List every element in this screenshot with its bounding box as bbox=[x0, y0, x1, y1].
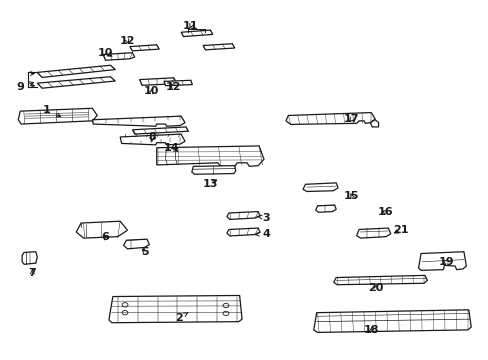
Text: 20: 20 bbox=[368, 283, 383, 293]
Text: 11: 11 bbox=[183, 21, 198, 31]
Polygon shape bbox=[285, 113, 374, 125]
Text: 10: 10 bbox=[144, 86, 159, 96]
Text: 6: 6 bbox=[102, 232, 109, 242]
Polygon shape bbox=[333, 275, 427, 285]
Polygon shape bbox=[123, 239, 149, 249]
Polygon shape bbox=[120, 134, 184, 145]
Text: 8: 8 bbox=[148, 132, 155, 142]
Text: 5: 5 bbox=[141, 247, 148, 257]
Text: 18: 18 bbox=[363, 325, 378, 335]
Polygon shape bbox=[315, 205, 335, 212]
Text: 7: 7 bbox=[28, 268, 36, 278]
Text: 9: 9 bbox=[16, 82, 34, 92]
Text: 12: 12 bbox=[120, 36, 135, 46]
Polygon shape bbox=[356, 228, 390, 238]
Polygon shape bbox=[226, 228, 260, 236]
Text: 19: 19 bbox=[438, 257, 454, 267]
Text: 1: 1 bbox=[43, 105, 61, 117]
Text: 4: 4 bbox=[255, 229, 270, 239]
Polygon shape bbox=[303, 183, 337, 192]
Polygon shape bbox=[203, 44, 234, 50]
Polygon shape bbox=[163, 80, 192, 86]
Polygon shape bbox=[130, 45, 159, 51]
Polygon shape bbox=[22, 252, 37, 264]
Polygon shape bbox=[418, 252, 466, 270]
Polygon shape bbox=[226, 212, 260, 220]
Text: 16: 16 bbox=[377, 207, 393, 217]
Text: 15: 15 bbox=[344, 191, 359, 201]
Text: 13: 13 bbox=[202, 179, 218, 189]
Text: 21: 21 bbox=[392, 225, 407, 235]
Polygon shape bbox=[140, 78, 176, 85]
Text: 10: 10 bbox=[98, 48, 113, 58]
Polygon shape bbox=[369, 120, 378, 127]
Polygon shape bbox=[103, 53, 135, 60]
Polygon shape bbox=[109, 296, 242, 323]
Text: 12: 12 bbox=[166, 82, 181, 93]
Polygon shape bbox=[191, 166, 235, 174]
Text: 2: 2 bbox=[174, 312, 187, 323]
Polygon shape bbox=[92, 116, 184, 126]
Polygon shape bbox=[181, 30, 212, 37]
Polygon shape bbox=[76, 221, 127, 238]
Text: 17: 17 bbox=[344, 114, 359, 124]
Text: 14: 14 bbox=[163, 143, 179, 153]
Polygon shape bbox=[157, 146, 264, 167]
Polygon shape bbox=[132, 127, 188, 134]
Polygon shape bbox=[37, 65, 115, 77]
Polygon shape bbox=[18, 108, 97, 124]
Polygon shape bbox=[313, 310, 470, 332]
Text: 3: 3 bbox=[257, 213, 270, 222]
Polygon shape bbox=[37, 77, 115, 88]
